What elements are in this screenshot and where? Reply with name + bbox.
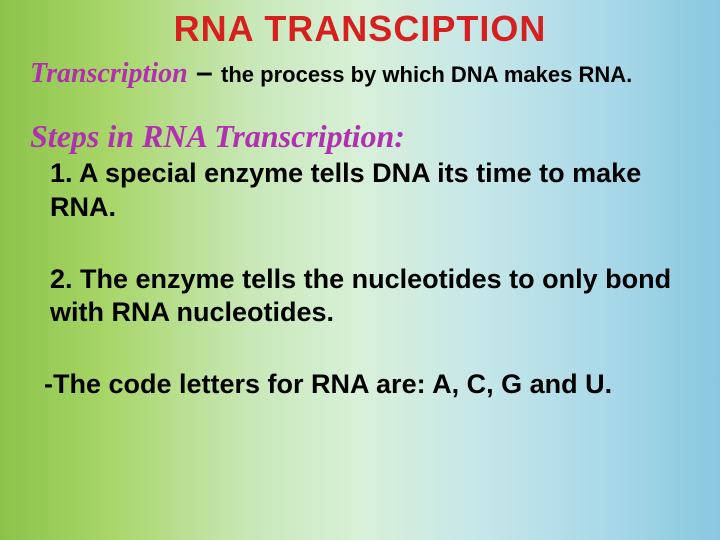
steps-heading: Steps in RNA Transcription: xyxy=(30,118,690,155)
slide-title: RNA TRANSCIPTION xyxy=(30,8,690,50)
step-2: 2. The enzyme tells the nucleotides to o… xyxy=(30,263,690,331)
definition-line: Transcription – the process by which DNA… xyxy=(30,56,690,90)
step-1: 1. A special enzyme tells DNA its time t… xyxy=(30,157,690,225)
definition-dash: – xyxy=(188,56,221,89)
definition-word: Transcription xyxy=(30,58,188,89)
note-line: -The code letters for RNA are: A, C, G a… xyxy=(30,368,690,402)
slide-container: RNA TRANSCIPTION Transcription – the pro… xyxy=(0,0,720,540)
definition-text: the process by which DNA makes RNA. xyxy=(221,62,632,87)
